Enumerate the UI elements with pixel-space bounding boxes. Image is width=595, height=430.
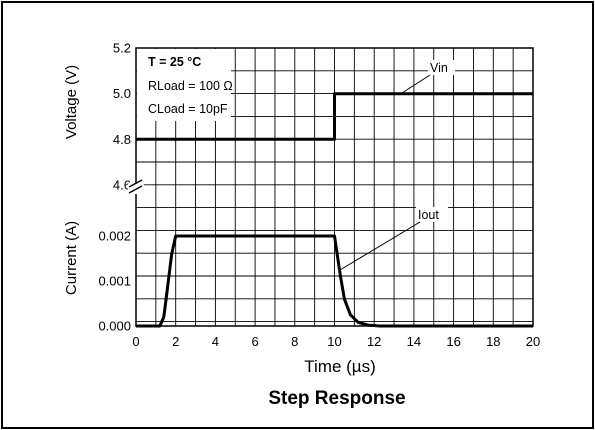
x-tick-label: 18 bbox=[486, 334, 500, 349]
series-line-vin bbox=[136, 92, 533, 141]
legend-line: T = 25 °C bbox=[148, 55, 201, 69]
annotation-label-bg bbox=[416, 207, 448, 222]
annotation-label-vin: Vin bbox=[430, 61, 448, 75]
legend-box bbox=[137, 49, 231, 121]
series-lines bbox=[136, 92, 533, 328]
y-tick-label-current: 0.001 bbox=[98, 274, 131, 289]
x-tick-labels: 0 2 4 6 8 10 12 14 16 18 20 bbox=[132, 334, 540, 349]
axis-break-stroke bbox=[128, 179, 143, 188]
annotations: Vin Iout bbox=[339, 60, 455, 271]
y-tick-label-current: 0.000 bbox=[98, 319, 131, 334]
x-tick-label: 12 bbox=[367, 334, 381, 349]
y-tick-label-voltage: 5.2 bbox=[113, 41, 131, 56]
axis-break-stroke bbox=[128, 185, 143, 194]
x-tick-label: 0 bbox=[132, 334, 139, 349]
legend-line: RLoad = 100 Ω bbox=[148, 79, 233, 93]
y-tick-label-voltage: 4.6 bbox=[113, 178, 131, 193]
conditions-legend: T = 25 °C RLoad = 100 Ω CLoad = 10pF bbox=[137, 49, 233, 121]
y-axis-title-voltage: Voltage (V) bbox=[63, 65, 80, 139]
series-line-iout bbox=[136, 234, 533, 328]
annotation-leader-iout bbox=[339, 221, 421, 271]
x-tick-label: 8 bbox=[291, 334, 298, 349]
x-axis-title: Time (µs) bbox=[304, 357, 376, 376]
x-tick-label: 14 bbox=[407, 334, 421, 349]
annotation-leader-vin bbox=[401, 74, 431, 94]
annotation-label-iout: Iout bbox=[418, 208, 439, 222]
x-tick-label: 6 bbox=[251, 334, 258, 349]
y-tick-label-current: 0.002 bbox=[98, 229, 131, 244]
x-tick-label: 4 bbox=[212, 334, 219, 349]
x-tick-label: 10 bbox=[327, 334, 341, 349]
chart-title: Step Response bbox=[268, 388, 405, 409]
y-tick-labels: 4.6 4.8 5.0 5.2 0.000 0.001 0.002 bbox=[98, 41, 131, 334]
x-tick-label: 16 bbox=[446, 334, 460, 349]
y-tick-label-voltage: 4.8 bbox=[113, 132, 131, 147]
y-tick-label-voltage: 5.0 bbox=[113, 86, 131, 101]
x-tick-label: 20 bbox=[526, 334, 540, 349]
axis-break-marker bbox=[128, 179, 144, 194]
legend-line: CLoad = 10pF bbox=[148, 102, 228, 116]
x-tick-label: 2 bbox=[172, 334, 179, 349]
annotation-label-bg bbox=[428, 60, 455, 75]
y-axis-title-current: Current (A) bbox=[63, 221, 80, 295]
